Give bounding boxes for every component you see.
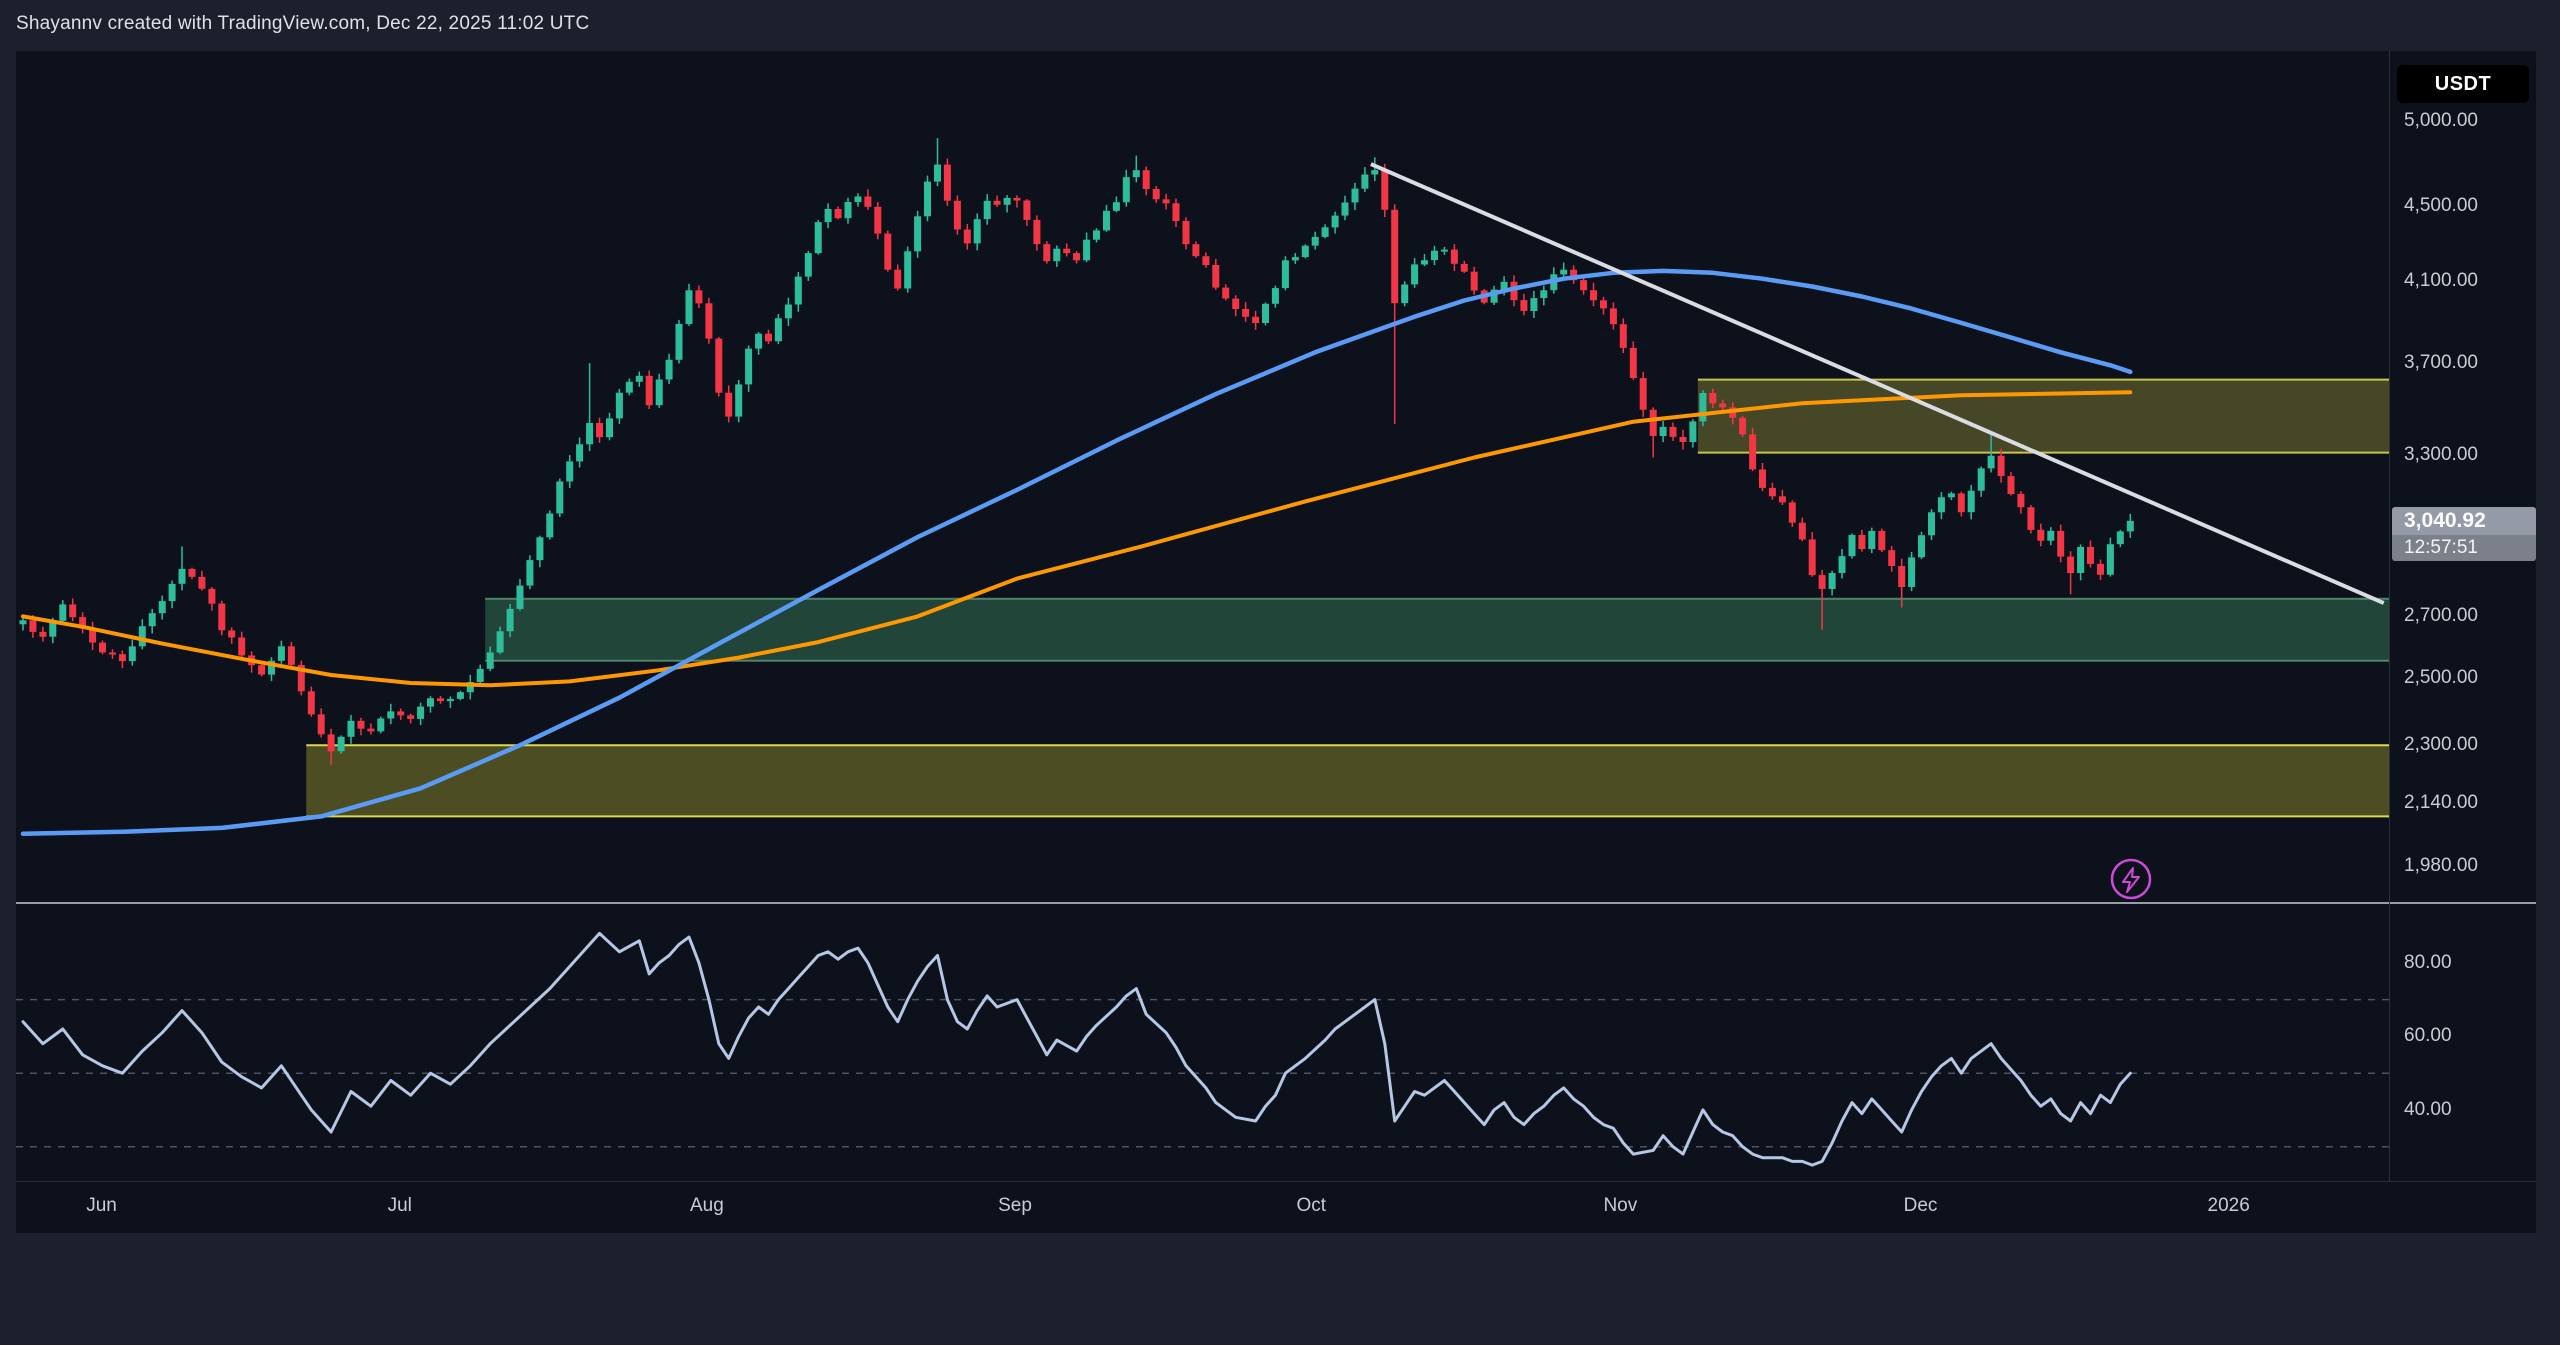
price-axis-label: 4,100.00 [2404,269,2478,291]
price-axis-label: 5,000.00 [2404,110,2478,132]
rsi-axis-label: 60.00 [2404,1025,2452,1047]
lightning-icon[interactable] [2108,856,2154,902]
time-axis-label: Oct [1296,1195,1326,1216]
quote-currency-badge: USDT [2397,65,2529,103]
rsi-axis-label: 40.00 [2404,1098,2452,1120]
pane-separator[interactable] [16,902,2536,904]
price-axis-label: 3,300.00 [2404,444,2478,466]
time-axis-border [16,1181,2536,1182]
price-axis-label: 2,700.00 [2404,605,2478,627]
price-axis-border [2389,51,2390,1181]
price-axis-label: 2,300.00 [2404,734,2478,756]
rsi-chart[interactable] [16,904,2389,1182]
time-axis-label: Jul [387,1195,412,1216]
price-axis-label: 4,500.00 [2404,194,2478,216]
attribution-text: Shayannv created with TradingView.com, D… [16,13,590,34]
current-price-label: 3,040.92 12:57:51 [2392,506,2536,561]
chart-container: USDT 3,040.92 12:57:51 5,000.00 4,500.00 4… [16,51,2536,1233]
bar-countdown: 12:57:51 [2392,534,2536,561]
rsi-axis-label: 80.00 [2404,951,2452,973]
price-axis-label: 2,140.00 [2404,792,2478,814]
time-axis-label: Nov [1603,1195,1638,1216]
time-axis-label: Jun [86,1195,117,1216]
price-axis-label: 2,500.00 [2404,667,2478,689]
price-axis-label: 1,980.00 [2404,854,2478,876]
time-axis-label: Sep [998,1195,1032,1216]
time-axis-label: 2026 [2207,1195,2250,1216]
time-axis-label: Aug [689,1195,724,1216]
footer: TradingView [0,1233,2560,1345]
price-chart[interactable] [16,51,2389,903]
price-axis-label: 3,700.00 [2404,352,2478,374]
time-axis-label: Dec [1903,1195,1938,1216]
current-price-value: 3,040.92 [2392,506,2536,535]
